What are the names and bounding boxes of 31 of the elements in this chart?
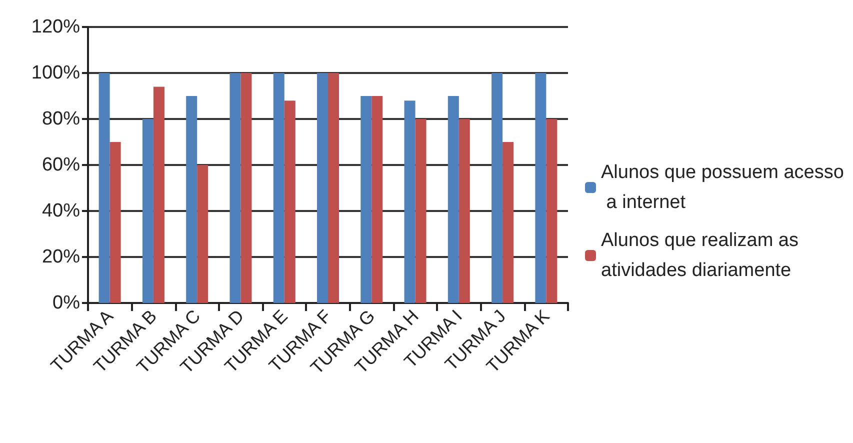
bar [153,86,164,303]
bar [142,119,154,303]
y-tick-label: 80% [42,108,80,130]
y-tick-label: 40% [42,200,80,222]
y-tick-label: 120% [31,16,80,38]
bar [328,73,339,303]
y-tick-label: 60% [42,154,80,176]
bar [535,73,546,303]
bar [492,73,503,303]
bar [502,142,514,303]
bar [186,96,198,303]
bar [230,73,241,303]
bar [240,73,252,303]
bar [110,142,121,303]
bar [372,96,383,303]
legend-label: Alunos que possuem acesso a internet [601,162,844,213]
y-tick-label: 100% [31,62,80,84]
bar [98,73,110,303]
bar [415,119,426,303]
y-tick-label: 20% [42,246,80,268]
bar [360,96,372,303]
y-tick-label: 0% [52,292,80,314]
bar [448,96,459,303]
bar [317,73,328,303]
bar [546,119,558,303]
bar [404,100,416,303]
bar [284,100,296,303]
bar [273,73,284,303]
bar [458,119,470,303]
bar [197,165,208,303]
legend-label: Alunos que realizam as atividades diariamente [601,230,804,281]
